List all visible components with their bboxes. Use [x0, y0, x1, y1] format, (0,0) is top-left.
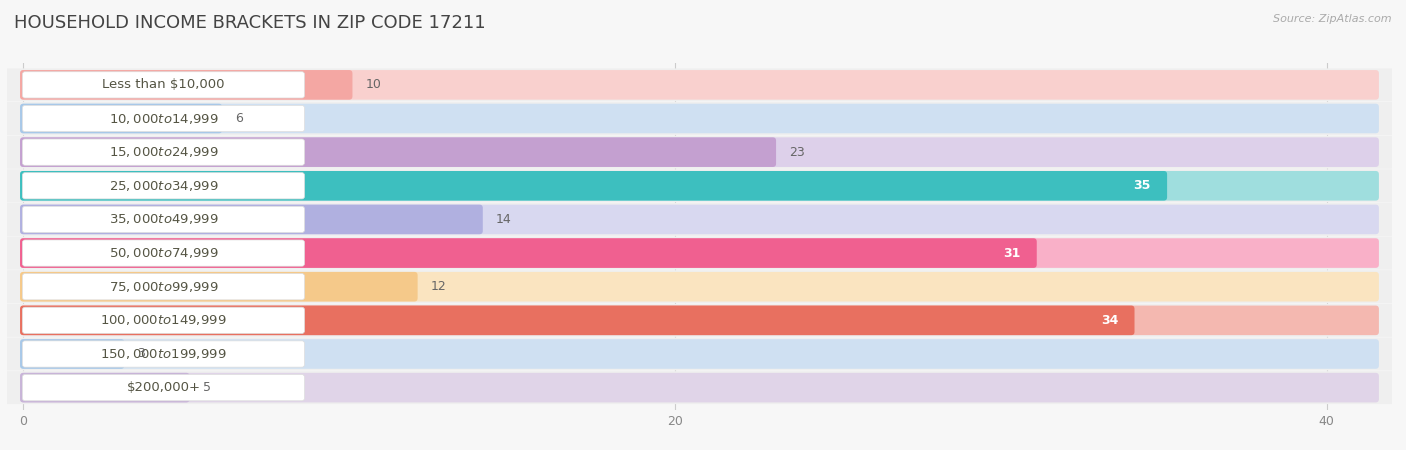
- Text: $25,000 to $34,999: $25,000 to $34,999: [108, 179, 218, 193]
- FancyBboxPatch shape: [7, 338, 1392, 370]
- Text: $200,000+: $200,000+: [127, 381, 201, 394]
- FancyBboxPatch shape: [20, 104, 1379, 133]
- FancyBboxPatch shape: [20, 306, 1379, 335]
- FancyBboxPatch shape: [7, 102, 1392, 135]
- FancyBboxPatch shape: [22, 274, 305, 300]
- FancyBboxPatch shape: [20, 339, 1379, 369]
- FancyBboxPatch shape: [22, 105, 305, 132]
- Text: 6: 6: [235, 112, 243, 125]
- FancyBboxPatch shape: [7, 135, 1392, 169]
- FancyBboxPatch shape: [7, 371, 1392, 404]
- FancyBboxPatch shape: [20, 70, 353, 99]
- FancyBboxPatch shape: [20, 306, 1135, 335]
- FancyBboxPatch shape: [20, 171, 1379, 201]
- FancyBboxPatch shape: [22, 240, 305, 266]
- FancyBboxPatch shape: [22, 173, 305, 199]
- FancyBboxPatch shape: [22, 341, 305, 367]
- Text: 35: 35: [1133, 179, 1150, 192]
- FancyBboxPatch shape: [7, 203, 1392, 236]
- Text: 10: 10: [366, 78, 381, 91]
- FancyBboxPatch shape: [20, 137, 776, 167]
- FancyBboxPatch shape: [22, 72, 305, 98]
- Text: 23: 23: [789, 146, 804, 159]
- FancyBboxPatch shape: [20, 339, 124, 369]
- Text: $15,000 to $24,999: $15,000 to $24,999: [108, 145, 218, 159]
- FancyBboxPatch shape: [7, 270, 1392, 303]
- Text: $100,000 to $149,999: $100,000 to $149,999: [100, 313, 226, 327]
- FancyBboxPatch shape: [22, 307, 305, 333]
- FancyBboxPatch shape: [7, 304, 1392, 337]
- FancyBboxPatch shape: [20, 205, 482, 234]
- Text: $35,000 to $49,999: $35,000 to $49,999: [108, 212, 218, 226]
- FancyBboxPatch shape: [22, 206, 305, 233]
- FancyBboxPatch shape: [20, 272, 418, 302]
- FancyBboxPatch shape: [7, 237, 1392, 270]
- FancyBboxPatch shape: [20, 104, 222, 133]
- Text: 3: 3: [138, 347, 145, 360]
- FancyBboxPatch shape: [20, 238, 1379, 268]
- Text: HOUSEHOLD INCOME BRACKETS IN ZIP CODE 17211: HOUSEHOLD INCOME BRACKETS IN ZIP CODE 17…: [14, 14, 485, 32]
- FancyBboxPatch shape: [20, 70, 1379, 99]
- Text: 12: 12: [430, 280, 446, 293]
- Text: 31: 31: [1002, 247, 1021, 260]
- Text: Source: ZipAtlas.com: Source: ZipAtlas.com: [1274, 14, 1392, 23]
- FancyBboxPatch shape: [20, 205, 1379, 234]
- Text: 5: 5: [202, 381, 211, 394]
- FancyBboxPatch shape: [22, 139, 305, 165]
- Text: $75,000 to $99,999: $75,000 to $99,999: [108, 280, 218, 294]
- FancyBboxPatch shape: [22, 374, 305, 401]
- Text: $150,000 to $199,999: $150,000 to $199,999: [100, 347, 226, 361]
- FancyBboxPatch shape: [20, 373, 190, 402]
- FancyBboxPatch shape: [20, 238, 1036, 268]
- FancyBboxPatch shape: [20, 171, 1167, 201]
- FancyBboxPatch shape: [7, 169, 1392, 202]
- FancyBboxPatch shape: [7, 68, 1392, 101]
- Text: Less than $10,000: Less than $10,000: [103, 78, 225, 91]
- Text: 34: 34: [1101, 314, 1118, 327]
- Text: $10,000 to $14,999: $10,000 to $14,999: [108, 112, 218, 126]
- Text: $50,000 to $74,999: $50,000 to $74,999: [108, 246, 218, 260]
- FancyBboxPatch shape: [20, 373, 1379, 402]
- Text: 14: 14: [496, 213, 512, 226]
- FancyBboxPatch shape: [20, 137, 1379, 167]
- FancyBboxPatch shape: [20, 272, 1379, 302]
